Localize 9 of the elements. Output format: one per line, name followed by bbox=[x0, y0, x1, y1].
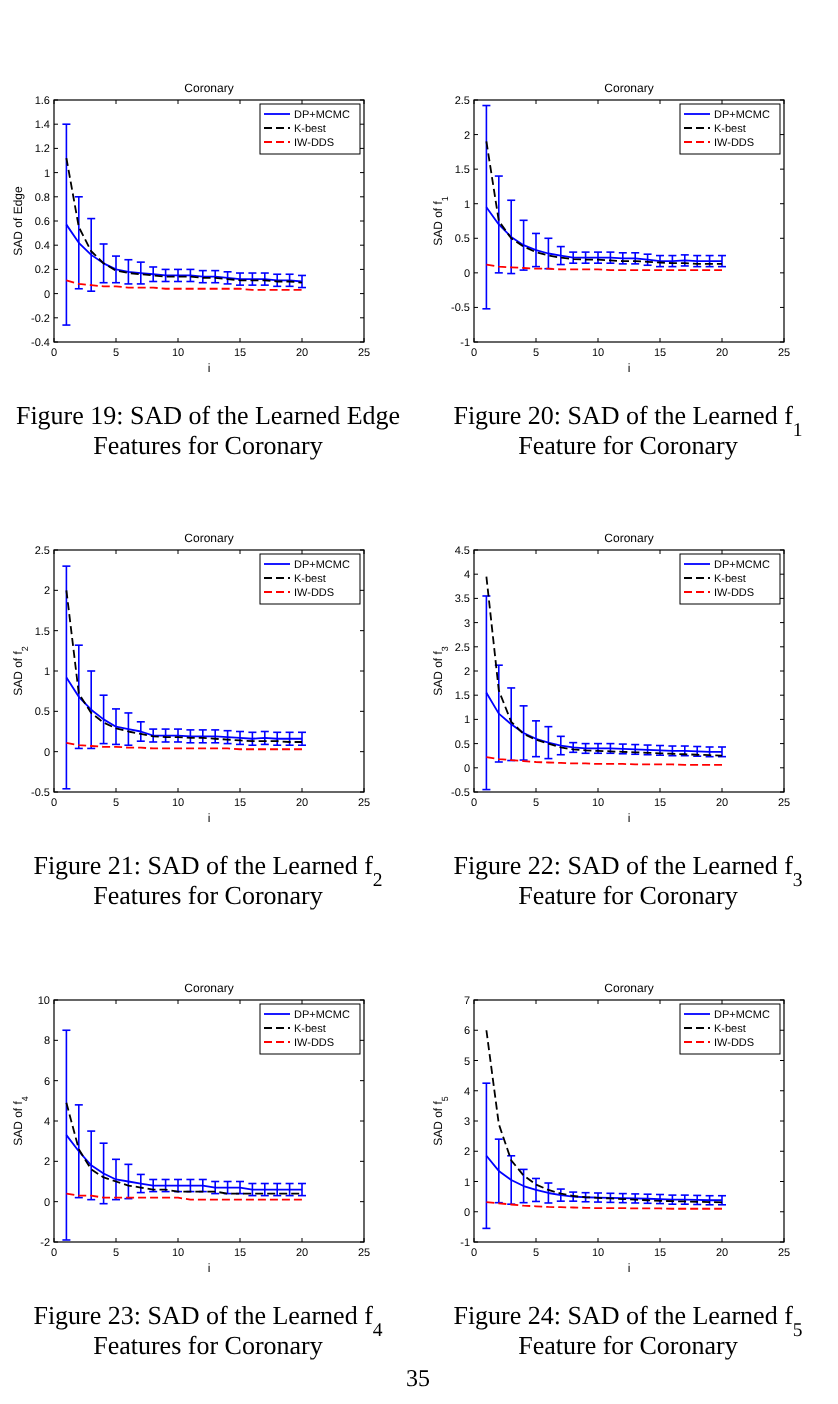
caption: Figure 19: SAD of the Learned Edge Features for Coronary bbox=[15, 400, 401, 460]
text: Figure 24: SAD of the Learned f$_{5}$ Feature for Coronary bbox=[453, 1300, 803, 1360]
line-series bbox=[65, 157, 303, 284]
text: Figure 21: SAD of the Learned f$_{2}$ Features for Coronary bbox=[33, 850, 383, 910]
text: 35 bbox=[406, 1364, 430, 1392]
text: Figure 20: SAD of the Learned f$_{1}$ Feature for Coronary bbox=[453, 400, 803, 460]
line-series bbox=[65, 1101, 303, 1195]
text: Figure 23: SAD of the Learned f$_{4}$ Features for Coronary bbox=[33, 1300, 383, 1360]
text: Figure 22: SAD of the Learned f$_{3}$ Feature for Coronary bbox=[453, 850, 803, 910]
